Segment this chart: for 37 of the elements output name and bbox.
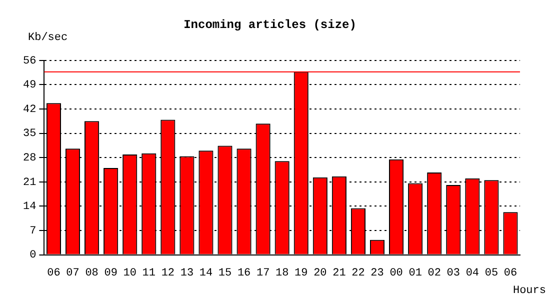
x-tick-label: 08 <box>85 267 98 280</box>
x-tick-label: 12 <box>161 267 175 280</box>
x-tick-label: 01 <box>408 267 422 280</box>
x-tick-label: 00 <box>390 267 403 280</box>
x-tick-label: 18 <box>276 267 289 280</box>
y-tick-label: 7 <box>30 225 36 238</box>
x-tick-label: 17 <box>256 267 270 280</box>
y-tick-label: 35 <box>23 128 36 140</box>
x-tick-label: 16 <box>237 267 251 280</box>
y-axis-title: Kb/sec <box>28 32 68 44</box>
x-tick-label: 02 <box>428 267 441 280</box>
x-tick-label: 15 <box>218 267 232 280</box>
x-tick-label: 11 <box>142 267 156 280</box>
x-tick-label: 06 <box>47 267 60 280</box>
x-tick-label: 09 <box>104 267 118 280</box>
x-tick-label: 23 <box>370 267 384 280</box>
x-axis-title: Hours <box>512 285 546 298</box>
x-tick-label: 03 <box>446 267 460 280</box>
x-tick-label: 07 <box>66 267 80 280</box>
x-tick-label: 06 <box>504 267 518 280</box>
x-tick-label: 22 <box>352 267 365 280</box>
x-tick-label: 04 <box>466 267 480 280</box>
x-tick-label: 10 <box>123 267 136 280</box>
y-tick-label: 14 <box>23 201 37 214</box>
x-tick-label: 20 <box>314 267 327 280</box>
y-tick-label: 49 <box>23 80 36 92</box>
y-tick-label: 0 <box>30 250 36 262</box>
y-tick-label: 28 <box>23 152 36 165</box>
y-tick-label: 56 <box>23 55 36 68</box>
x-tick-label: 05 <box>484 267 498 280</box>
x-tick-label: 14 <box>199 267 213 280</box>
x-tick-label: 19 <box>294 267 308 280</box>
x-tick-label: 21 <box>332 267 346 280</box>
x-tick-label: 13 <box>180 267 194 280</box>
y-tick-label: 21 <box>23 176 37 189</box>
y-tick-label: 42 <box>23 104 36 116</box>
chart-title: Incoming articles (size) <box>184 18 356 32</box>
